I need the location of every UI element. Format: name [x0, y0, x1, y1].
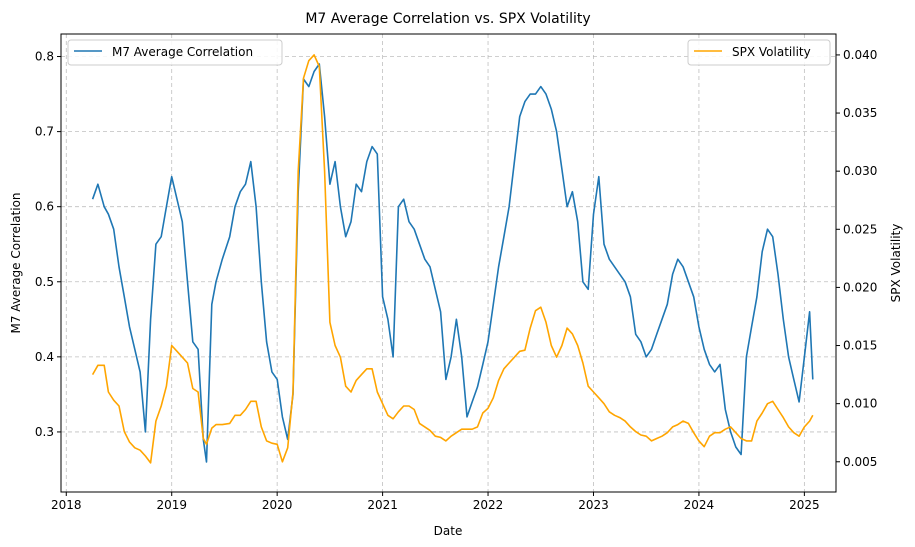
y2-tick-label: 0.025 — [843, 222, 877, 236]
legend-left: M7 Average Correlation — [67, 39, 283, 66]
y-tick-label: 0.5 — [35, 275, 54, 289]
x-axis-label: Date — [434, 524, 463, 538]
y-tick-label: 0.7 — [35, 125, 54, 139]
y-tick-label: 0.6 — [35, 200, 54, 214]
y2-tick-label: 0.005 — [843, 455, 877, 469]
x-tick-label: 2021 — [367, 498, 398, 512]
legend-right-box — [687, 39, 831, 66]
y-tick-label: 0.4 — [35, 350, 54, 364]
chart-title: M7 Average Correlation vs. SPX Volatilit… — [305, 11, 590, 27]
legend-left-label: M7 Average Correlation — [112, 45, 253, 59]
legend-right-label: SPX Volatility — [732, 45, 811, 59]
legend-left-box — [67, 39, 283, 66]
y2-tick-label: 0.010 — [843, 397, 877, 411]
y-tick-label: 0.8 — [35, 50, 54, 64]
grid — [61, 34, 836, 492]
y2-tick-label: 0.015 — [843, 339, 877, 353]
series-layer — [91, 54, 814, 464]
y2-tick-label: 0.030 — [843, 164, 877, 178]
x-tick-label: 2024 — [684, 498, 715, 512]
x-tick-label: 2020 — [262, 498, 293, 512]
x-axis-ticks: 2018 2019 2020 2021 2022 2023 2024 2025 — [51, 492, 820, 512]
legend-right: SPX Volatility — [687, 39, 831, 66]
y2-tick-label: 0.020 — [843, 280, 877, 294]
y-axis-ticks: 0.3 0.4 0.5 0.6 0.7 0.8 — [35, 50, 61, 439]
y2-tick-label: 0.035 — [843, 106, 877, 120]
series-line-spx-volatility — [91, 54, 814, 464]
x-tick-label: 2025 — [789, 498, 820, 512]
x-tick-label: 2019 — [156, 498, 187, 512]
y2-axis-label: SPX Volatility — [889, 224, 903, 303]
x-tick-label: 2022 — [473, 498, 504, 512]
plot-frame — [60, 33, 837, 493]
y2-axis-ticks: 0.005 0.010 0.015 0.020 0.025 0.030 0.035 0.040 — [836, 48, 877, 469]
y-tick-label: 0.3 — [35, 425, 54, 439]
series-line-m7-correlation — [91, 63, 814, 463]
axes — [60, 33, 837, 493]
y2-tick-label: 0.040 — [843, 48, 877, 62]
x-tick-label: 2023 — [578, 498, 609, 512]
y-axis-label: M7 Average Correlation — [9, 192, 23, 333]
x-tick-label: 2018 — [51, 498, 82, 512]
